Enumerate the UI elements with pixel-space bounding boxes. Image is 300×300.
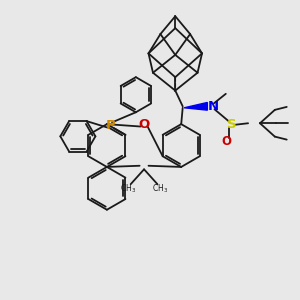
- Text: N: N: [208, 100, 219, 113]
- Text: O: O: [138, 118, 150, 130]
- Text: $\sf{CH_3}$: $\sf{CH_3}$: [120, 182, 136, 195]
- Text: P: P: [106, 119, 116, 132]
- Text: O: O: [221, 135, 231, 148]
- Polygon shape: [184, 102, 207, 110]
- Text: S: S: [227, 118, 236, 131]
- Text: $\sf{CH_3}$: $\sf{CH_3}$: [152, 182, 169, 195]
